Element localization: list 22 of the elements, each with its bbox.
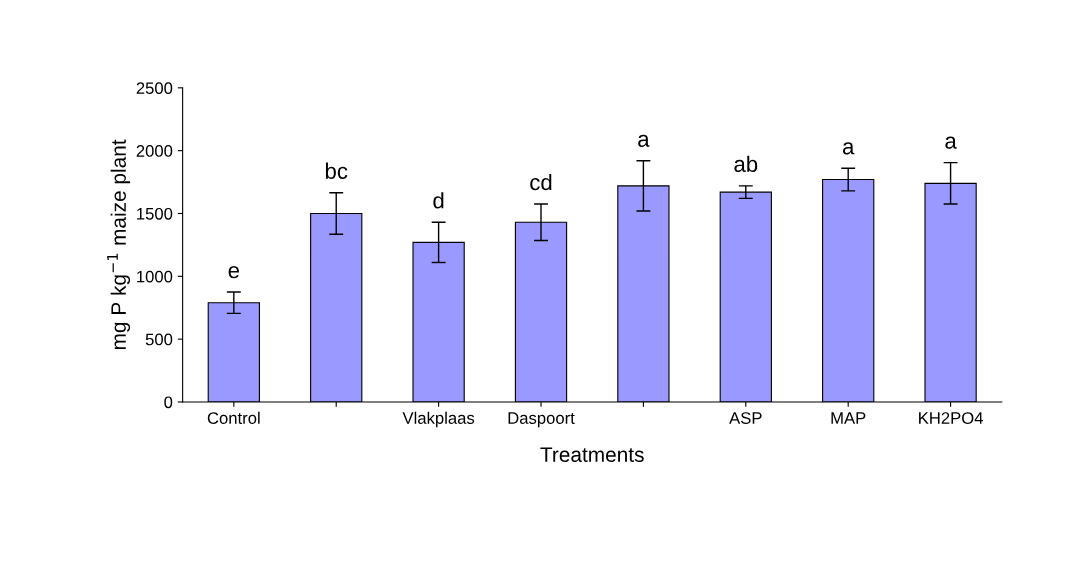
y-tick-label: 2000 [136,145,173,157]
annotation: a [842,142,855,155]
annotation: cd [530,173,552,191]
annotation: bc [325,162,348,179]
annotation: e [228,266,240,279]
y-axis-title: mg P kg$^{−1}$ maize plant [107,139,131,350]
y-tick-label: 2500 [136,82,173,95]
annotation: a [638,134,650,147]
y-tick-label: 1500 [137,207,173,220]
x-axis-title: Treatments [540,447,644,462]
y-tick-label: 500 [145,333,173,346]
x-tick-label: Vlakplaas [402,411,475,428]
x-tick-label: KH2PO4 [919,412,983,424]
annotation: ab [734,155,758,173]
x-tick-label: Control [207,411,260,424]
y-tick-label: 0 [164,396,173,409]
y-tick-label: 1000 [137,270,173,283]
x-tick-label: Daspoort [508,412,575,428]
x-tick-label: MAP [831,412,866,424]
annotation: a [945,136,957,149]
annotation: d [433,192,444,209]
x-tick-label: ASP [729,412,762,424]
